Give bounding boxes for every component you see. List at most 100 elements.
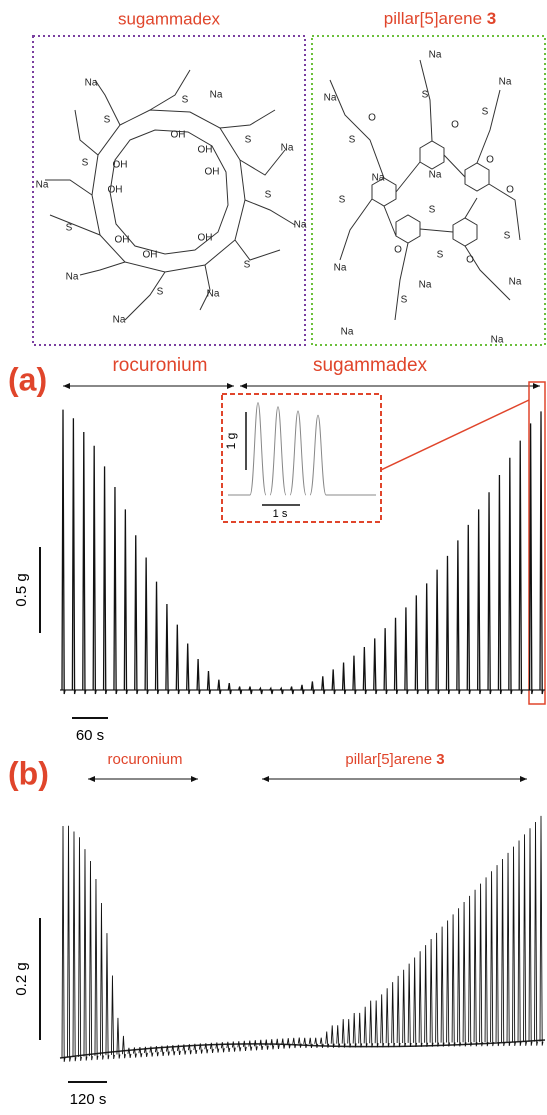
twitch [490, 871, 494, 1047]
twitch [383, 628, 388, 695]
scale-label: 0.2 g [13, 962, 30, 995]
twitch [92, 445, 97, 695]
twitch [487, 492, 492, 695]
twitch [160, 1045, 165, 1056]
twitch [446, 920, 451, 1047]
twitch [269, 686, 274, 695]
twitch [413, 957, 418, 1047]
atom-label: OH [205, 167, 220, 178]
twitch [517, 840, 522, 1046]
twitch [369, 1000, 374, 1048]
twitch [198, 1043, 203, 1054]
twitch [279, 686, 284, 695]
twitch [330, 1025, 335, 1048]
twitch [457, 908, 462, 1047]
atom-label: O [466, 255, 474, 266]
twitch [393, 617, 399, 695]
inset-pulse [269, 406, 287, 496]
twitch [418, 951, 423, 1047]
twitch [414, 595, 419, 695]
twitch [175, 624, 180, 695]
atom-label: S [422, 90, 429, 101]
twitch [94, 878, 99, 1060]
twitch [165, 603, 170, 695]
twitch [132, 1047, 137, 1058]
sugammadex-box [32, 35, 306, 346]
atom-label: Na [113, 315, 126, 326]
atom-label: S [182, 95, 189, 106]
twitch [138, 1047, 143, 1058]
twitch [78, 837, 82, 1061]
twitch [61, 826, 66, 1062]
atom-label: S [66, 223, 73, 234]
twitch [314, 1037, 319, 1048]
twitch [171, 1045, 176, 1056]
twitch [253, 1040, 258, 1051]
atom-label: OH [113, 160, 128, 171]
twitch [83, 849, 88, 1061]
atom-label: Na [207, 289, 220, 300]
inset-pulse [309, 414, 327, 496]
atom-label: O [368, 113, 376, 124]
twitch [347, 1019, 352, 1048]
atom-label: Na [210, 90, 223, 101]
twitch [534, 822, 538, 1046]
atom-label: Na [324, 93, 337, 104]
twitch [404, 607, 409, 695]
twitch [165, 1045, 170, 1056]
atom-label: OH [108, 185, 123, 196]
atom-label: S [482, 107, 489, 118]
twitch [121, 1035, 126, 1059]
twitch [231, 1041, 236, 1052]
twitch [373, 638, 378, 695]
twitch [127, 1047, 132, 1058]
pillararene-title: pillar[5]arene 3 [384, 9, 496, 28]
twitch [429, 938, 434, 1047]
twitch [105, 933, 110, 1060]
atom-label: Na [509, 277, 522, 288]
atom-label: OH [198, 233, 213, 244]
twitch [154, 1046, 159, 1057]
atom-label: Na [66, 272, 79, 283]
twitch [100, 903, 104, 1060]
twitch [310, 681, 316, 695]
atom-label: S [349, 135, 356, 146]
twitch [71, 418, 77, 695]
title-text: pillar[5]arene [384, 9, 482, 28]
scale-label: 120 s [70, 1091, 107, 1108]
pillararene-box [311, 35, 546, 346]
twitch [116, 1017, 121, 1059]
twitch [352, 655, 357, 695]
twitch [187, 1044, 192, 1055]
twitch [186, 643, 191, 695]
twitch [134, 535, 139, 695]
twitch [374, 1000, 379, 1048]
atom-label: S [429, 205, 436, 216]
twitch [425, 583, 430, 695]
twitch [113, 487, 118, 695]
twitch [217, 679, 222, 695]
atom-label: OH [143, 250, 158, 261]
twitch [402, 969, 407, 1048]
atom-label: OH [171, 130, 186, 141]
twitch [143, 1046, 148, 1057]
twitch [479, 883, 484, 1047]
twitch [468, 895, 473, 1047]
twitch [300, 684, 305, 695]
atom-label: Na [334, 263, 347, 274]
twitch [466, 524, 471, 695]
twitch [204, 1043, 209, 1054]
twitch [495, 865, 500, 1047]
atom-label: Na [36, 180, 49, 191]
twitch [331, 669, 336, 695]
atom-label: S [104, 115, 111, 126]
atom-label: Na [281, 143, 294, 154]
twitch [176, 1044, 181, 1055]
atom-label: Na [341, 327, 354, 338]
twitch [341, 662, 347, 695]
arrow-label: rocuronium [112, 355, 207, 376]
twitch [242, 1040, 247, 1052]
atom-label: Na [294, 220, 307, 231]
arrow-label: pillar[5]arene 3 [345, 751, 444, 768]
twitch [362, 646, 367, 695]
